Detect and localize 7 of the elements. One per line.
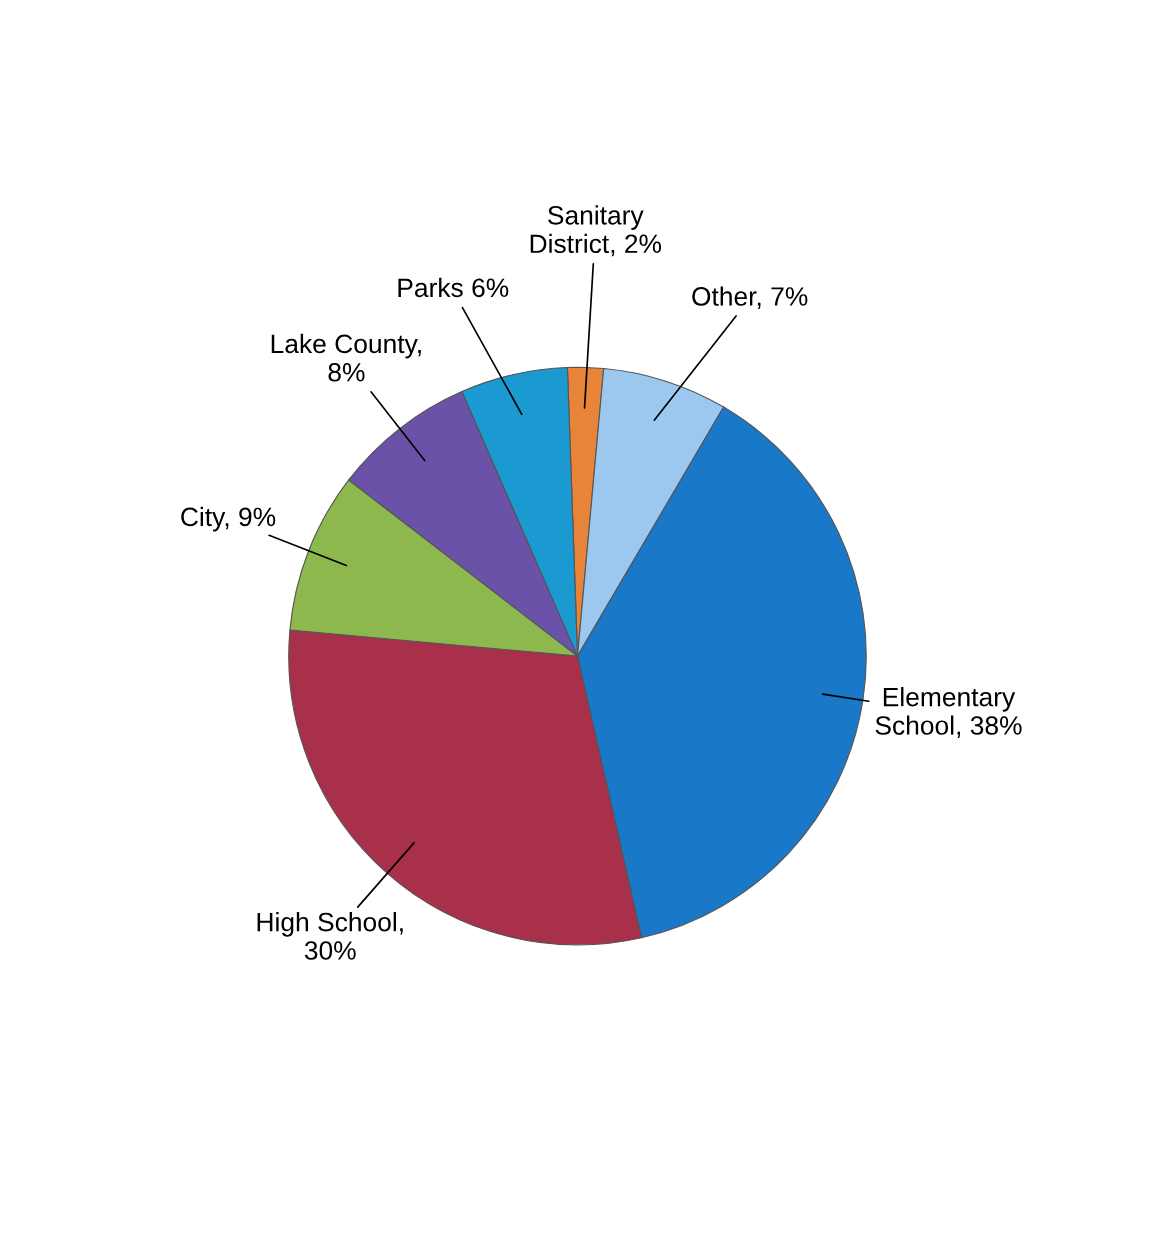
slice-label: Other, 7%: [692, 286, 808, 309]
slice-label: Lake County, 8%: [271, 333, 421, 382]
slice-label: High School, 30%: [257, 912, 403, 960]
slice-label: Sanitary District, 2%: [530, 205, 662, 257]
slice-label: City, 9%: [181, 506, 276, 532]
slice-label: Parks 6%: [398, 277, 509, 298]
slice-label: Elementary School, 38%: [875, 687, 1022, 738]
